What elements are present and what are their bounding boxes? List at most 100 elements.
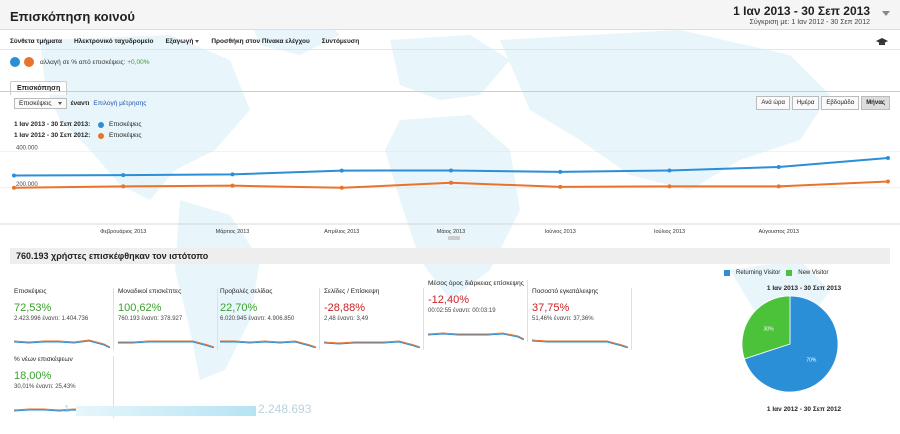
metric-sparkline	[324, 340, 420, 348]
tab-bar: Επισκόπηση	[10, 77, 68, 95]
data-point	[339, 168, 344, 173]
sparkline-previous	[14, 339, 110, 348]
map-scale-min: 1	[64, 404, 70, 415]
report-toolbar: Σύνθετα τμήματα Ηλεκτρονικό ταχυδρομείο …	[0, 34, 900, 50]
pie-bottom-caption: 1 Ιαν 2012 - 30 Σεπ 2012	[766, 406, 842, 413]
sparkline-current	[118, 341, 214, 348]
metric-change-percent: 72,53%	[14, 302, 52, 314]
period-month-button[interactable]: Μήνας	[861, 96, 890, 110]
x-tick-label: Απρίλιος 2013	[324, 229, 359, 235]
legend-dot-icon	[98, 121, 104, 128]
pie-slice-label: 70%	[806, 358, 817, 364]
period-hourly-button[interactable]: Ανά ώρα	[756, 96, 790, 110]
export-dropdown-icon	[195, 39, 200, 43]
data-point	[121, 173, 126, 178]
metric-comparison-values: 30,01% έναντι: 25,43%	[14, 384, 76, 390]
metric-comparison-values: 760.193 έναντι: 378.927	[118, 316, 183, 322]
sparkline-current	[14, 340, 110, 348]
email-button[interactable]: Ηλεκτρονικό ταχυδρομείο	[73, 38, 154, 45]
x-tick-label: Αύγουστος 2013	[759, 228, 799, 235]
sparkline-previous	[220, 340, 316, 348]
metric-sparkline	[220, 340, 316, 348]
shortcut-button[interactable]: Συντόμευση	[321, 38, 360, 45]
metric-change-percent: -28,88%	[324, 302, 365, 314]
segment-change-prefix: αλλαγή σε % από επισκέψεις:	[40, 58, 126, 66]
new-legend-icon	[786, 270, 793, 276]
data-point	[667, 168, 672, 173]
metric-name: % νέων επισκέψεων	[14, 356, 73, 363]
metric-sparkline	[118, 340, 214, 348]
metric-name: Μέσος όρος διάρκειας επίσκεψης	[428, 280, 524, 287]
metric-name: Επισκέψεις	[14, 288, 47, 295]
data-point	[776, 184, 781, 189]
data-point	[339, 185, 344, 190]
metric-card[interactable]: Ποσοστό εγκατάλειψης 37,75% 51,46% έναντι:…	[532, 288, 632, 350]
date-range-dropdown-icon[interactable]	[882, 11, 890, 16]
pie-legend: Returning Visitor New Visitor	[724, 270, 828, 276]
data-point	[12, 185, 16, 190]
metric-change-percent: 22,70%	[220, 302, 258, 314]
sparkline-previous	[532, 339, 628, 348]
metric-sparkline	[532, 339, 628, 348]
report-header: Επισκόπηση κοινού 1 Ιαν 2013 - 30 Σεπ 20…	[0, 0, 900, 30]
metric-change-percent: 100,62%	[118, 302, 162, 314]
export-label: Εξαγωγή	[165, 38, 194, 45]
metric-comparison-values: 2,48 έναντι: 3,49	[324, 316, 369, 322]
metric-card[interactable]: Μέσος όρος διάρκειας επίσκεψης -12,40% 00:…	[428, 280, 528, 342]
data-point	[558, 169, 563, 174]
metric-change-percent: 37,75%	[532, 302, 570, 314]
users-summary-title: 760.193 χρήστες επισκέφθηκαν τον ιστότοπ…	[16, 251, 209, 261]
tab-overview[interactable]: Επισκόπηση	[10, 81, 68, 95]
period-week-button[interactable]: Εβδομάδα	[821, 96, 860, 110]
pie-legend-returning: Returning Visitor	[736, 270, 781, 276]
chevron-down-icon	[57, 101, 62, 105]
compare-range-label: Σύγκριση με: 1 Ιαν 2012 - 30 Σεπ 2012	[749, 19, 871, 26]
x-tick-label: Μάιος 2013	[437, 228, 465, 235]
metric-card[interactable]: Επισκέψεις 72,53% 2.423.996 έναντι: 1.404.…	[14, 288, 114, 350]
metric-name: Σελίδες / Επίσκεψη	[324, 288, 380, 295]
academy-icon[interactable]	[876, 37, 888, 47]
sparkline-previous	[324, 340, 420, 348]
sparkline-current	[532, 340, 628, 348]
legend-range: 1 Ιαν 2012 - 30 Σεπ 2012:	[14, 132, 91, 139]
date-range-label: 1 Ιαν 2013 - 30 Σεπ 2013	[733, 4, 870, 18]
segment-current-icon	[10, 57, 20, 67]
segment-selector[interactable]: αλλαγή σε % από επισκέψεις: +0,00%	[10, 56, 150, 68]
visits-line-chart[interactable]: 400.000 200.000 Φεβρουάριος 2013 Μάρτιος 20…	[0, 140, 900, 240]
date-range-picker[interactable]: 1 Ιαν 2013 - 30 Σεπ 2013 Σύγκριση με: 1 …	[733, 4, 870, 26]
metric-sparkline	[14, 339, 110, 348]
add-to-dashboard-button[interactable]: Προσθήκη στον Πίνακα ελέγχου	[211, 38, 310, 45]
segment-change-value: +0,00%	[127, 58, 150, 66]
export-button[interactable]: Εξαγωγή	[166, 38, 200, 45]
metric-card[interactable]: Μοναδικοί επισκέπτες 100,62% 760.193 έναντ…	[118, 288, 218, 350]
segment-previous-icon	[24, 57, 34, 67]
metric-comparison-values: 00:02:55 έναντι: 00:03:19	[428, 308, 496, 314]
metric-comparison-values: 2.423.996 έναντι: 1.404.736	[14, 316, 89, 322]
metric-select-value: Επισκέψεις	[19, 99, 52, 107]
chart-resize-handle[interactable]	[448, 236, 460, 240]
returning-legend-icon	[724, 270, 730, 276]
pie-slice	[741, 295, 791, 360]
x-tick-label: Φεβρουάριος 2013	[100, 228, 146, 235]
legend-series-name: Επισκέψεις	[109, 132, 142, 139]
metric-comparison-values: 51,46% έναντι: 37,36%	[532, 316, 594, 322]
advanced-segments-button[interactable]: Σύνθετα τμήματα	[10, 38, 62, 45]
map-scale-bar	[76, 406, 256, 416]
metric-select[interactable]: Επισκέψεις	[14, 97, 67, 109]
y-tick-label: 200.000	[16, 182, 38, 188]
period-day-button[interactable]: Ημέρα	[791, 96, 820, 110]
sparkline-previous	[428, 332, 524, 340]
x-tick-label: Μάρτιος 2013	[216, 228, 250, 235]
metric-card[interactable]: % νέων επισκέψεων 18,00% 30,01% έναντι: 25…	[14, 356, 114, 418]
visitor-type-pie[interactable]: 70% 30%	[740, 294, 840, 394]
pick-metric-link[interactable]: Επιλογή μέτρησης	[93, 99, 147, 107]
summary-band: 760.193 χρήστες επισκέφθηκαν τον ιστότοπ…	[10, 248, 890, 264]
y-tick-label: 400.000	[16, 146, 38, 152]
pie-legend-new: New Visitor	[798, 270, 829, 276]
metric-card[interactable]: Προβολές σελίδας 22,70% 6.020.945 έναντι: …	[220, 288, 320, 350]
data-point	[230, 183, 235, 188]
legend-range: 1 Ιαν 2013 - 30 Σεπ 2013:	[14, 121, 91, 128]
sparkline-current	[220, 341, 316, 348]
metric-card[interactable]: Σελίδες / Επίσκεψη -28,88% 2,48 έναντι: 3,…	[324, 288, 424, 350]
metric-change-percent: -12,40%	[428, 294, 469, 306]
